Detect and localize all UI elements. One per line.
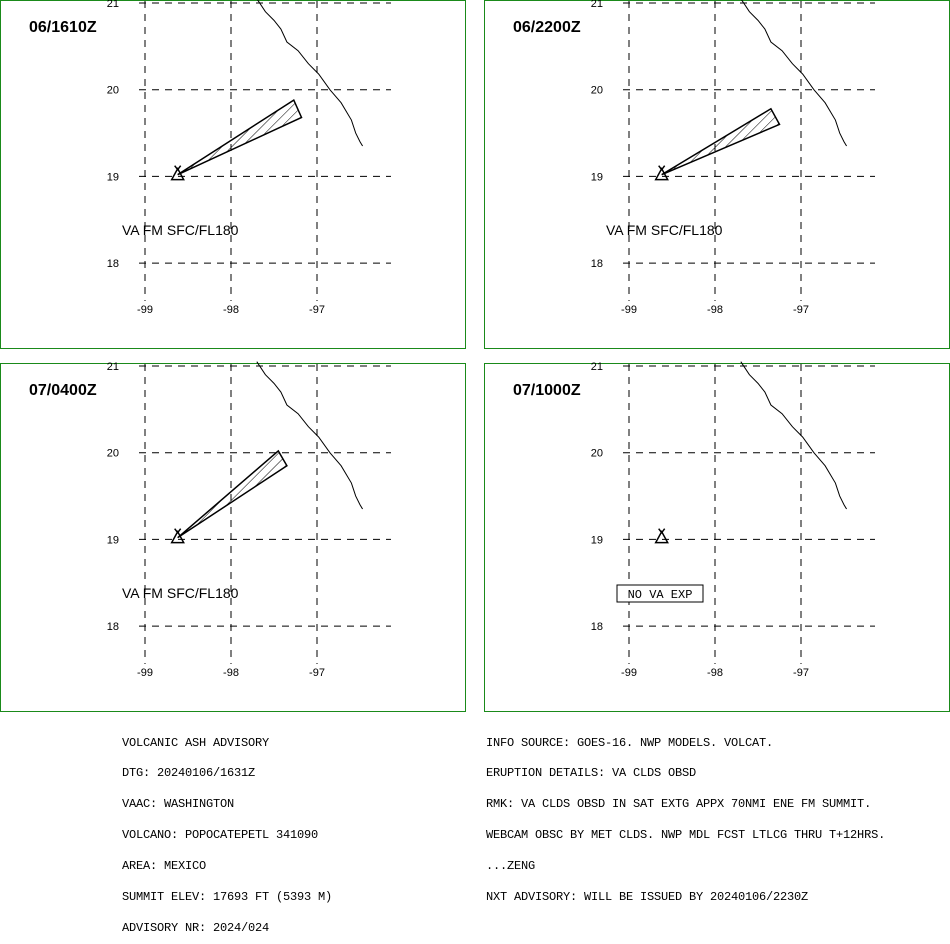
latitude-tick-label: 20 [591,85,603,97]
longitude-tick-label: -97 [793,667,809,679]
valid-time-label: 06/1610Z [29,19,97,36]
advisory-number: ADVISORY NR: 2024/024 [122,920,270,935]
latitude-tick-label: 19 [107,171,119,183]
volcano-eruption-icon [658,165,666,171]
latitude-tick-label: 21 [107,361,119,373]
coastline [257,0,364,147]
longitude-tick-label: -99 [621,667,637,679]
ash-cloud-polygon [177,99,303,176]
latitude-tick-label: 20 [107,448,119,460]
valid-time-label: 07/1000Z [513,382,581,399]
latitude-tick-label: 18 [107,621,119,633]
volcano-icon [170,530,185,544]
map-canvas: -99 -98 -97 21 20 19 18 NO VA EXP [591,361,875,679]
ash-level-label: VA FM SFC/FL180 [122,222,239,238]
volcano-eruption-icon [658,528,666,534]
map-canvas: -99 -98 -97 21 20 19 18 VA FM SFC/FL180 [107,361,391,679]
advisory-next: NXT ADVISORY: WILL BE ISSUED BY 20240106… [486,890,809,905]
map-panel-3: -99 -98 -97 21 20 19 18 VA FM SFC/FL180 07/0400… [0,361,466,712]
latitude-tick-label: 20 [107,85,119,97]
valid-time-label: 07/0400Z [29,382,97,399]
advisory-volcano: VOLCANO: POPOCATEPETL 341090 [122,828,319,843]
longitude-tick-label: -98 [223,667,239,679]
advisory-title: VOLCANIC ASH ADVISORY [122,735,270,750]
volcano-eruption-icon [174,165,182,171]
map-canvas: -99 -98 -97 21 20 19 18 VA FM SFC/FL180 [591,0,875,316]
latitude-tick-label: 21 [107,0,119,10]
ash-cloud-polygon [177,449,288,539]
latitude-tick-label: 21 [591,361,603,373]
ash-level-label: VA FM SFC/FL180 [606,222,723,238]
coastline [740,361,848,510]
advisory-info-source: INFO SOURCE: GOES-16. NWP MODELS. VOLCAT… [486,735,774,750]
coastline [741,0,848,147]
volcano-icon [654,530,669,544]
advisory-summit-elev: SUMMIT ELEV: 17693 FT (5393 M) [122,890,333,905]
latitude-tick-label: 20 [591,448,603,460]
latitude-tick-label: 18 [591,621,603,633]
longitude-tick-label: -98 [707,304,723,316]
advisory-dtg: DTG: 20240106/1631Z [122,766,256,781]
volcano-eruption-icon [174,528,182,534]
coastline [256,361,364,510]
longitude-tick-label: -97 [309,667,325,679]
ash-level-label: VA FM SFC/FL180 [122,585,239,601]
longitude-tick-label: -98 [223,304,239,316]
map-canvas: -99 -98 -97 21 20 19 18 VA FM SFC/FL180 [107,0,391,316]
no-va-label: NO VA EXP [628,588,693,602]
advisory-header-block: VOLCANIC ASH ADVISORY DTG: 20240106/1631… [122,717,332,944]
advisory-remarks: RMK: VA CLDS OBSD IN SAT EXTG APPX 70NMI… [486,797,872,812]
map-panel-4: -99 -98 -97 21 20 19 18 NO VA EXP 07/1000Z [484,361,950,712]
latitude-tick-label: 18 [107,258,119,270]
advisory-vaac: VAAC: WASHINGTON [122,797,235,812]
advisory-remarks-block: INFO SOURCE: GOES-16. NWP MODELS. VOLCAT… [486,717,885,913]
ash-cloud-polygon [661,107,781,176]
advisory-area: AREA: MEXICO [122,859,207,874]
longitude-tick-label: -99 [137,304,153,316]
longitude-tick-label: -99 [621,304,637,316]
volcano-icon [170,167,185,181]
longitude-tick-label: -97 [309,304,325,316]
advisory-remarks-cont: WEBCAM OBSC BY MET CLDS. NWP MDL FCST LT… [486,828,886,843]
valid-time-label: 06/2200Z [513,19,581,36]
volcano-icon [654,167,669,181]
advisory-forecaster: ...ZENG [486,859,536,874]
latitude-tick-label: 21 [591,0,603,10]
longitude-tick-label: -97 [793,304,809,316]
longitude-tick-label: -99 [137,667,153,679]
map-panel-1: -99 -98 -97 21 20 19 18 VA FM SFC/FL180 06/1610… [0,0,466,349]
latitude-tick-label: 19 [107,534,119,546]
latitude-tick-label: 18 [591,258,603,270]
no-va-box [616,584,704,603]
latitude-tick-label: 19 [591,534,603,546]
latitude-tick-label: 19 [591,171,603,183]
map-panel-2: -99 -98 -97 21 20 19 18 VA FM SFC/FL180 06/2200… [484,0,950,349]
advisory-eruption-details: ERUPTION DETAILS: VA CLDS OBSD [486,766,697,781]
longitude-tick-label: -98 [707,667,723,679]
